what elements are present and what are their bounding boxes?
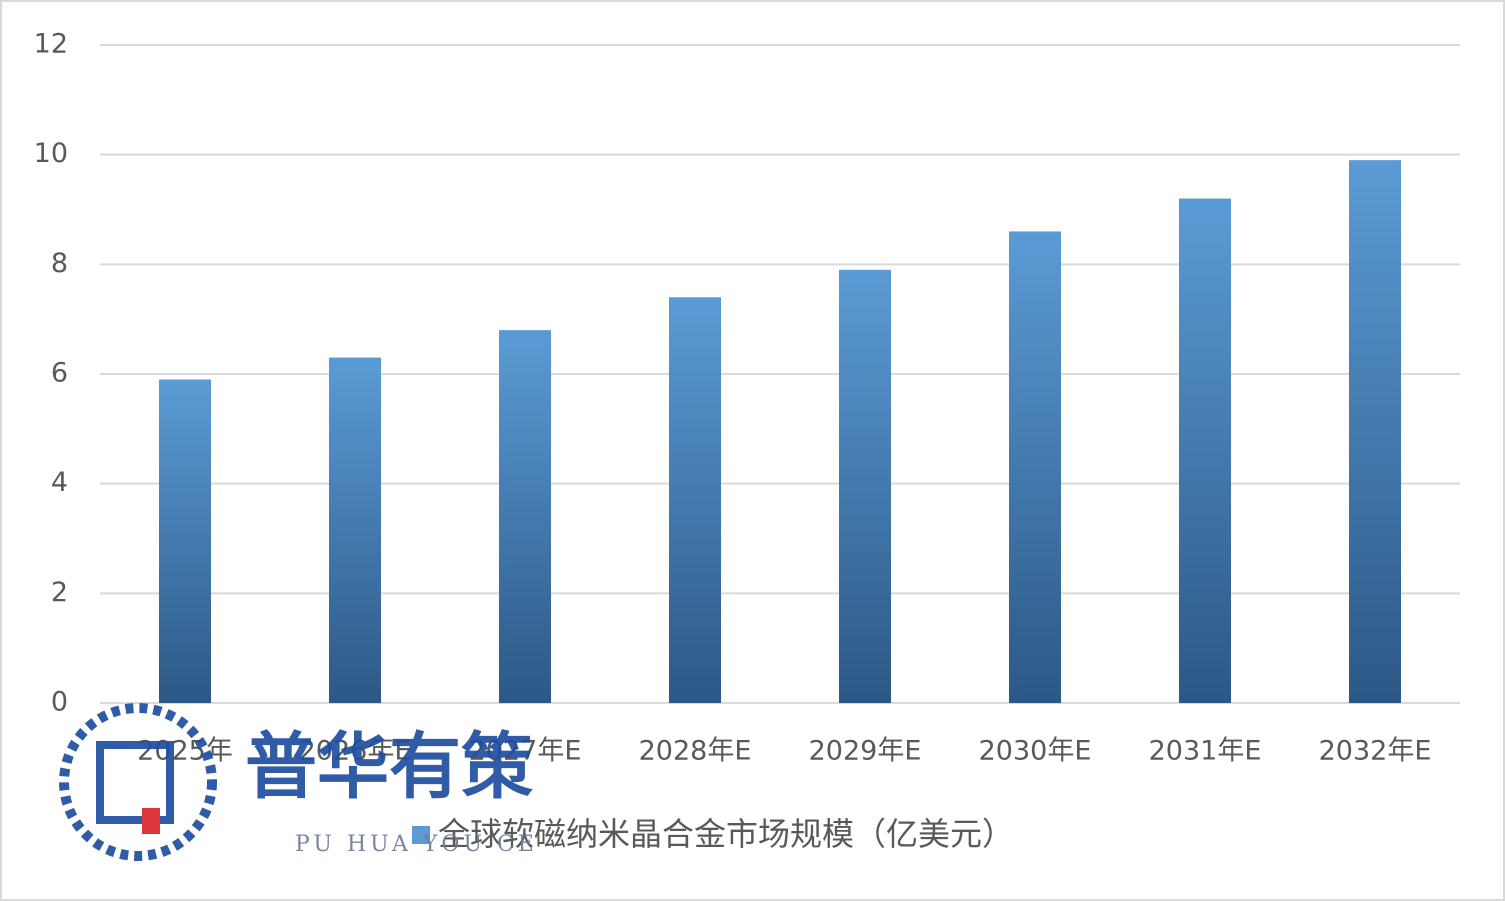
y-tick-label: 10 [34,138,68,169]
x-tick-label: 2029年E [809,736,922,767]
bar [329,357,381,703]
y-tick-label: 12 [34,29,68,60]
legend-label: 全球软磁纳米晶合金市场规模（亿美元） [438,815,1014,853]
bar [159,379,211,703]
watermark-title: 普华有策 [245,725,533,809]
x-tick-label: 2027年E [469,736,582,767]
watermark-subtitle: PU HUA YOU CE [295,832,538,857]
plot-area: 0 2 4 6 8 10 12 2025年 2026年E 2027年E 2028年E 2029年E 20… [34,29,1460,853]
y-tick-label: 0 [51,687,68,718]
x-tick-label: 2032年E [1319,736,1432,767]
bar [669,297,721,703]
bar [1009,231,1061,703]
y-tick-label: 8 [51,248,68,279]
watermark-logo-mark [142,808,160,834]
bar [839,269,891,703]
x-tick-label: 2028年E [639,736,752,767]
bar [1349,160,1401,703]
bar [499,330,551,703]
legend-swatch [412,826,430,844]
y-tick-label: 4 [51,467,68,498]
y-tick-label: 2 [51,577,68,608]
x-tick-label: 2031年E [1149,736,1262,767]
x-tick-label: 2025年 [137,736,233,767]
bar [1179,198,1231,704]
y-tick-label: 6 [51,358,68,389]
watermark: 普华有策 PU HUA YOU CE [59,703,538,861]
x-tick-label: 2030年E [979,736,1092,767]
watermark-logo [59,703,217,861]
x-tick-label: 2026年E [299,736,412,767]
watermark-logo-inner [96,741,174,824]
